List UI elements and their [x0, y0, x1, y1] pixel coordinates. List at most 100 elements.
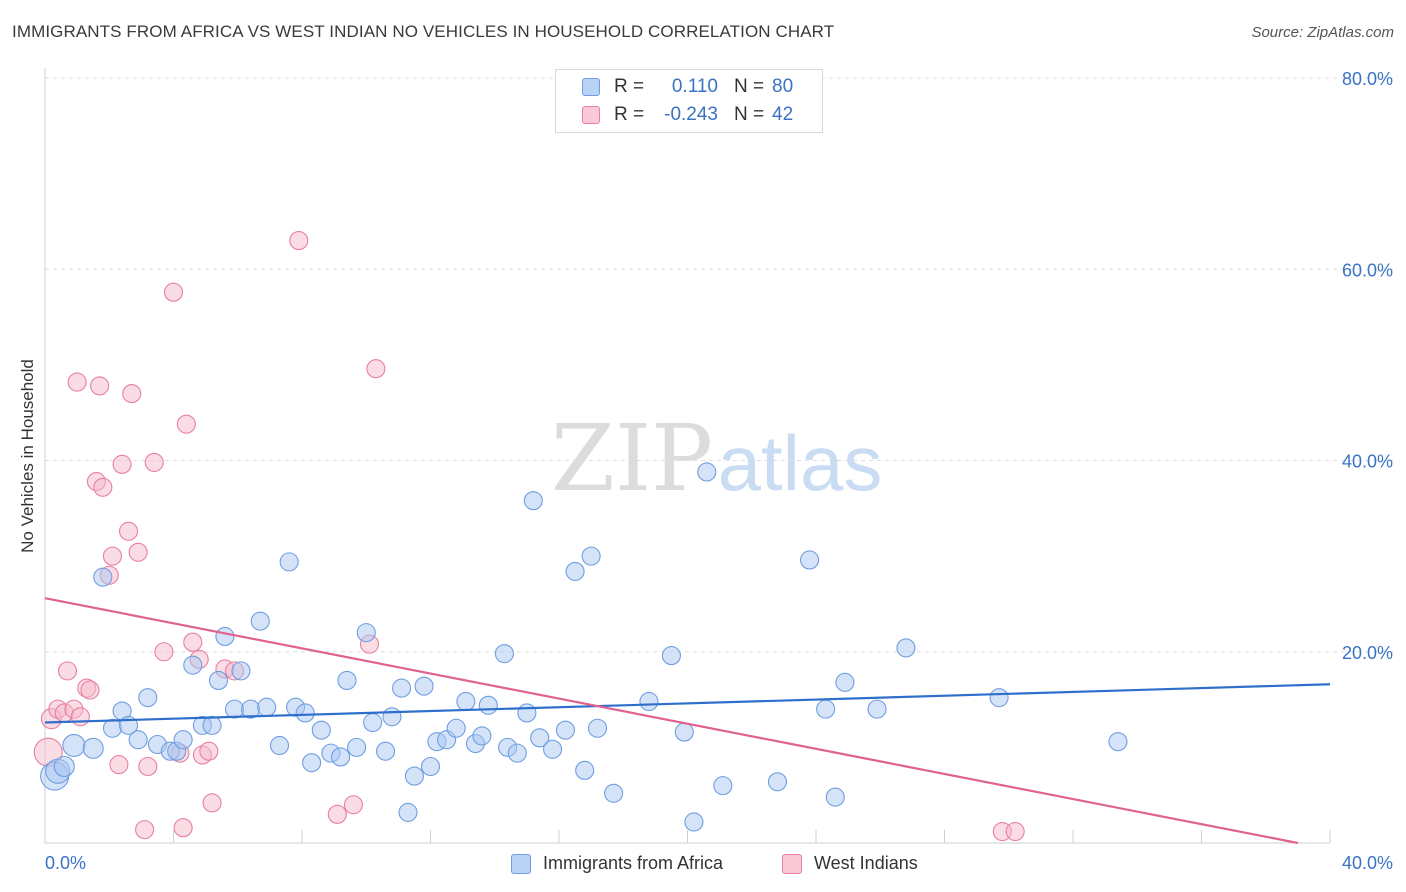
data-point	[347, 737, 367, 757]
legend-label-west-indians: West Indians	[814, 853, 918, 873]
grid-lines	[45, 77, 1393, 653]
data-point	[302, 753, 322, 773]
watermark: ZIP atlas	[551, 405, 882, 512]
data-point	[53, 755, 75, 778]
x-tick-label: 0.0%	[45, 853, 86, 873]
data-point	[202, 715, 222, 735]
data-point	[420, 756, 441, 777]
data-point	[363, 712, 383, 733]
data-point	[208, 670, 229, 690]
data-point	[825, 787, 845, 807]
data-point	[414, 676, 434, 696]
data-point	[57, 661, 78, 681]
tick-labels: 20.0% 40.0% 60.0% 80.0% 0.0% 40.0%	[45, 69, 1393, 873]
data-point	[118, 521, 139, 541]
n-label: N =	[734, 76, 765, 97]
series-legend: Immigrants from Africa West Indians	[0, 852, 1406, 878]
data-point	[581, 546, 601, 566]
swatch-africa	[582, 78, 600, 96]
data-point	[565, 561, 585, 581]
data-point	[523, 491, 543, 511]
data-point	[289, 231, 309, 251]
r-value: -0.243	[664, 104, 718, 125]
r-label: R =	[614, 104, 645, 125]
data-point	[587, 718, 608, 738]
data-point	[375, 741, 396, 761]
data-point	[62, 733, 86, 758]
n-label: N =	[734, 104, 765, 125]
legend-label-africa: Immigrants from Africa	[543, 853, 724, 873]
data-point	[1108, 732, 1128, 752]
y-tick-label: 40.0%	[1342, 452, 1393, 472]
data-point	[835, 672, 855, 692]
data-point	[639, 691, 659, 712]
data-point	[330, 747, 351, 767]
y-tick-label: 20.0%	[1342, 643, 1393, 663]
data-point	[279, 552, 299, 572]
swatch-west-indians	[582, 106, 600, 124]
data-point	[398, 802, 418, 822]
data-point	[144, 452, 164, 472]
n-value: 80	[772, 76, 794, 97]
data-point	[199, 741, 219, 761]
data-point	[109, 755, 129, 775]
data-point	[80, 680, 100, 700]
y-tick-label: 80.0%	[1342, 69, 1393, 89]
data-point	[269, 735, 290, 756]
r-value: 0.110	[671, 76, 718, 97]
data-point	[366, 359, 386, 379]
data-point	[231, 661, 251, 681]
data-point	[163, 282, 184, 302]
data-point	[128, 542, 148, 562]
data-point	[661, 646, 681, 666]
stats-row-west-indians: R = -0.243 N = 42	[556, 101, 822, 129]
chart-title: IMMIGRANTS FROM AFRICA VS WEST INDIAN NO…	[12, 22, 835, 41]
data-point	[494, 644, 514, 664]
chart-source: Source: ZipAtlas.com	[1251, 24, 1394, 41]
r-label: R =	[614, 76, 645, 97]
data-point	[112, 454, 132, 474]
data-point	[543, 739, 563, 759]
data-point	[382, 707, 402, 727]
data-point	[404, 766, 424, 786]
watermark-atlas: atlas	[718, 419, 883, 507]
data-point	[343, 795, 363, 815]
data-point	[90, 376, 110, 396]
data-point	[224, 699, 245, 719]
data-point	[472, 726, 492, 746]
data-point	[102, 546, 123, 566]
data-point	[896, 638, 916, 658]
data-point	[684, 812, 704, 832]
data-point	[176, 414, 196, 434]
data-point	[102, 718, 123, 738]
data-point	[517, 703, 537, 723]
data-point	[135, 820, 155, 840]
data-point	[215, 626, 235, 647]
data-point	[337, 670, 357, 690]
data-point	[575, 760, 595, 780]
data-point	[327, 804, 347, 824]
data-point	[257, 697, 277, 717]
trend-line	[44, 597, 1299, 845]
data-point	[173, 818, 193, 838]
data-point	[122, 384, 142, 404]
watermark-zip: ZIP	[551, 405, 713, 512]
data-point	[93, 567, 113, 587]
data-point	[713, 776, 733, 796]
data-point	[697, 462, 717, 482]
data-point	[173, 730, 193, 750]
data-point	[311, 720, 331, 740]
data-point	[604, 783, 624, 803]
stats-legend: R = 0.110 N = 80 R = -0.243 N = 42	[555, 69, 823, 133]
x-tick-label: 40.0%	[1342, 853, 1393, 873]
stats-row-africa: R = 0.110 N = 80	[556, 73, 822, 101]
data-point	[138, 688, 158, 708]
data-point	[295, 703, 315, 723]
legend-swatch-west-indians	[782, 854, 802, 874]
data-point	[183, 655, 203, 675]
data-point	[478, 695, 498, 715]
data-point	[530, 728, 550, 748]
data-point	[392, 678, 412, 698]
series-africa-points	[40, 462, 1128, 832]
